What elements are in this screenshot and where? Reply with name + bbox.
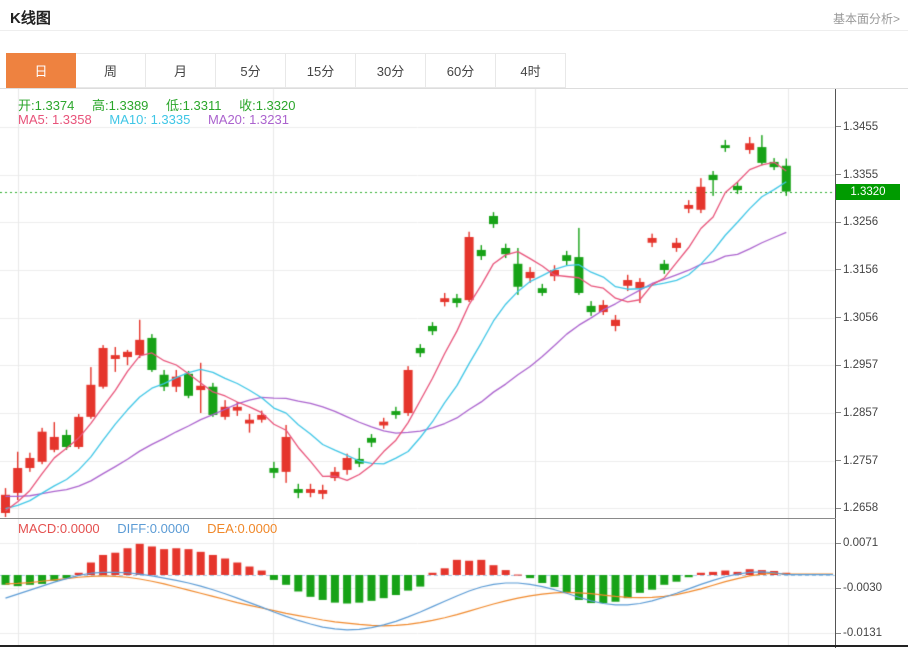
axis-tick-label: 0.0071	[836, 537, 878, 549]
macd-info-row: MACD:0.0000 DIFF:0.0000 DEA:0.0000	[18, 521, 291, 536]
header: K线图 基本面分析>	[0, 0, 908, 31]
tab-month[interactable]: 月	[146, 53, 216, 88]
axis-tick-label: -0.0030	[836, 582, 882, 594]
axis-tick-label: 1.2957	[836, 359, 878, 371]
axis-tick-label: 1.2658	[836, 502, 878, 514]
tab-15min[interactable]: 15分	[286, 53, 356, 88]
axis-line	[835, 89, 836, 648]
tab-week[interactable]: 周	[76, 53, 146, 88]
last-price-badge: 1.3320	[836, 183, 900, 200]
tab-30min[interactable]: 30分	[356, 53, 426, 88]
tick-mark	[836, 507, 841, 509]
tick-mark	[836, 542, 841, 544]
axis-tick-label: 1.3256	[836, 216, 878, 228]
tab-day[interactable]: 日	[6, 53, 76, 88]
axis-tick-label: 1.3455	[836, 121, 878, 133]
axis-tick-label: -0.0131	[836, 627, 882, 639]
ma-info-row: MA5: 1.3358 MA10: 1.3335 MA20: 1.3231	[18, 112, 303, 127]
tick-mark	[836, 317, 841, 319]
diff-value: DIFF:0.0000	[117, 521, 190, 536]
tick-mark	[836, 364, 841, 366]
ohlc-open: 开:1.3374	[18, 98, 75, 113]
ohlc-info-row: 开:1.3374 高:1.3389 低:1.3311 收:1.3320	[18, 95, 309, 114]
tick-mark	[836, 269, 841, 271]
tick-mark	[836, 126, 841, 128]
axis-tick-label: 1.3355	[836, 169, 878, 181]
tick-mark	[836, 587, 841, 589]
fundamental-analysis-link[interactable]: 基本面分析>	[832, 12, 900, 26]
ma20-value: MA20: 1.3231	[207, 112, 289, 127]
ohlc-high: 高:1.3389	[92, 98, 149, 113]
tick-mark	[836, 174, 841, 176]
axis-tick-label: 1.2757	[836, 455, 878, 467]
axis-tick-label: 1.3056	[836, 312, 878, 324]
tick-mark	[836, 221, 841, 223]
tab-5min[interactable]: 5分	[216, 53, 286, 88]
dea-value: DEA:0.0000	[207, 521, 278, 536]
axis-tick-label: 1.2857	[836, 407, 878, 419]
ma10-value: MA10: 1.3335	[109, 112, 191, 127]
axis-tick-label: 1.3156	[836, 264, 878, 276]
kline-canvas[interactable]	[0, 89, 836, 647]
tick-mark	[836, 460, 841, 462]
tick-mark	[836, 632, 841, 634]
page-title: K线图	[10, 10, 51, 27]
chart-region: 开:1.3374 高:1.3389 低:1.3311 收:1.3320 MA5:…	[0, 88, 908, 648]
tab-60min[interactable]: 60分	[426, 53, 496, 88]
panel-divider	[0, 518, 836, 519]
ma5-value: MA5: 1.3358	[18, 112, 92, 127]
interval-tabs: 日周月 5分 15分 30分 60分 4时	[6, 53, 566, 88]
tick-mark	[836, 412, 841, 414]
tab-4hour[interactable]: 4时	[496, 53, 566, 88]
macd-value: MACD:0.0000	[18, 521, 100, 536]
ohlc-close: 收:1.3320	[239, 98, 296, 113]
ohlc-low: 低:1.3311	[166, 98, 222, 113]
chart-bottom-border	[0, 645, 908, 647]
